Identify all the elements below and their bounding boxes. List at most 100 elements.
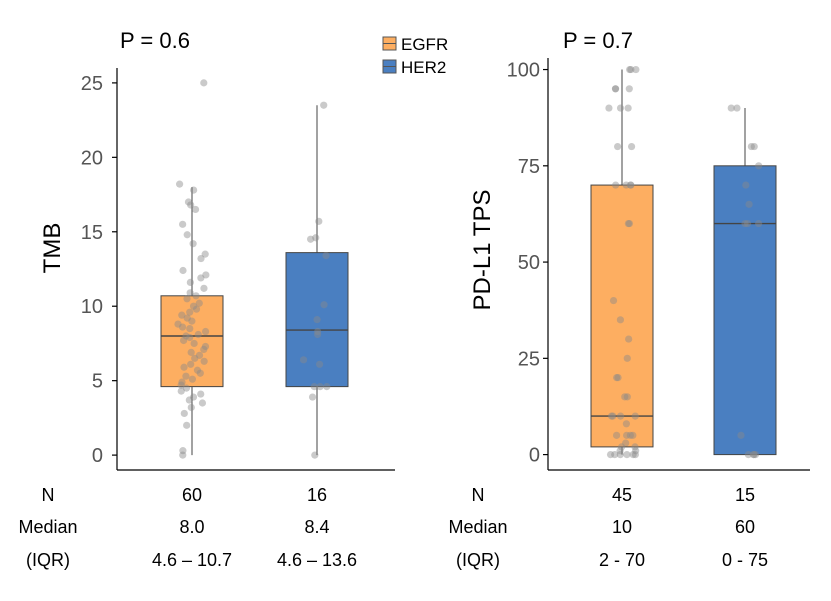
panel-marks-tmb: 0 5 10 15 20 25 60 8.0 4.6 – 10.7 16 8.4 4.6 – 13.6	[81, 68, 395, 570]
table-cell-n-tmb-her2: 16	[307, 485, 327, 505]
data-point-tmb-egfr	[186, 289, 194, 297]
y-axis-title-tmb: TMB	[39, 223, 66, 274]
y-tick-label-tmb: 10	[81, 296, 103, 318]
data-point-tmb-egfr	[179, 451, 187, 459]
table-cell-n-tmb-egfr: 60	[182, 485, 202, 505]
data-point-pdl1-egfr	[616, 104, 625, 112]
data-point-pdl1-egfr	[627, 65, 635, 74]
data-point-tmb-egfr	[186, 333, 194, 342]
data-point-pdl1-egfr	[622, 181, 630, 189]
data-point-pdl1-egfr	[623, 431, 631, 439]
table-cell-median-pdl1-egfr: 10	[612, 517, 632, 537]
data-point-tmb-egfr	[201, 250, 209, 258]
y-tick-label-pdl1: 100	[507, 60, 540, 82]
data-point-tmb-egfr	[185, 396, 193, 404]
data-point-tmb-egfr	[177, 387, 185, 395]
chart-marks: 0 5 10 15 20 25 60 8.0 4.6 – 10.7 16 8.4 4.6 – 13.6…	[81, 58, 810, 570]
legend-label-her2: HER2	[401, 58, 446, 77]
y-tick-label-pdl1: 0	[529, 445, 540, 467]
data-point-tmb-egfr	[179, 447, 187, 455]
data-point-tmb-her2	[308, 393, 317, 401]
data-point-tmb-egfr	[193, 366, 202, 374]
data-point-tmb-egfr	[200, 79, 208, 87]
table-row-label-median-right: Median	[448, 517, 507, 537]
data-point-pdl1-her2	[741, 219, 749, 228]
data-point-tmb-egfr	[187, 348, 195, 356]
data-point-tmb-her2	[316, 383, 324, 391]
data-point-pdl1-egfr	[617, 443, 626, 451]
data-point-pdl1-her2	[742, 181, 750, 189]
data-point-tmb-egfr	[174, 320, 182, 328]
box-pdl1-egfr	[590, 184, 654, 448]
data-point-pdl1-egfr	[616, 316, 625, 324]
data-point-pdl1-egfr	[612, 431, 621, 439]
box-pdl1-her2	[713, 165, 777, 456]
data-point-tmb-egfr	[183, 421, 191, 429]
data-point-pdl1-egfr	[625, 85, 633, 93]
data-point-tmb-egfr	[180, 409, 188, 418]
data-point-pdl1-egfr	[607, 412, 616, 420]
data-point-tmb-egfr	[197, 254, 205, 263]
data-point-pdl1-egfr	[621, 393, 629, 401]
data-point-tmb-egfr	[195, 351, 204, 359]
data-point-pdl1-egfr	[632, 447, 640, 455]
data-point-tmb-egfr	[180, 363, 188, 371]
data-point-pdl1-egfr	[609, 296, 618, 305]
data-point-tmb-egfr	[197, 390, 205, 398]
data-point-tmb-egfr	[202, 271, 210, 279]
pvalue-label-pdl1: P = 0.7	[563, 28, 633, 53]
data-point-tmb-egfr	[196, 369, 204, 377]
data-point-pdl1-egfr	[623, 393, 631, 401]
data-point-pdl1-egfr	[629, 431, 637, 439]
data-point-pdl1-egfr	[614, 373, 622, 382]
data-point-pdl1-egfr	[616, 447, 624, 455]
data-point-tmb-egfr	[187, 201, 195, 209]
data-point-pdl1-egfr	[616, 412, 625, 420]
data-point-pdl1-her2	[744, 450, 752, 459]
pvalue-label-tmb: P = 0.6	[120, 28, 190, 53]
y-tick-label-tmb: 0	[92, 445, 103, 467]
data-point-pdl1-her2	[750, 450, 758, 459]
y-tick-label-tmb: 15	[81, 222, 103, 244]
data-point-tmb-egfr	[195, 299, 203, 307]
table-cell-iqr-pdl1-her2: 0 - 75	[722, 550, 768, 570]
table-cell-median-pdl1-her2: 60	[735, 517, 755, 537]
data-point-pdl1-egfr	[624, 219, 632, 228]
data-point-tmb-her2	[320, 301, 328, 309]
y-tick-label-tmb: 5	[92, 371, 103, 393]
data-point-pdl1-egfr	[625, 219, 634, 228]
data-point-tmb-egfr	[183, 295, 191, 303]
y-tick-label-pdl1: 25	[518, 348, 540, 370]
data-point-pdl1-egfr	[612, 181, 620, 189]
data-point-pdl1-egfr	[631, 443, 639, 451]
data-point-pdl1-egfr	[631, 412, 639, 420]
data-point-pdl1-egfr	[629, 450, 637, 459]
data-point-pdl1-her2	[737, 431, 745, 439]
data-point-pdl1-egfr	[611, 85, 620, 93]
data-point-tmb-egfr	[179, 266, 187, 275]
data-point-pdl1-her2	[755, 219, 763, 228]
data-point-tmb-egfr	[187, 360, 195, 368]
data-point-tmb-egfr	[189, 393, 198, 401]
data-point-pdl1-egfr	[606, 450, 615, 459]
data-point-tmb-egfr	[194, 330, 202, 339]
data-point-pdl1-egfr	[625, 335, 633, 343]
data-point-tmb-her2	[314, 330, 322, 339]
data-point-tmb-egfr	[197, 274, 205, 282]
data-point-tmb-egfr	[191, 354, 199, 362]
data-point-tmb-egfr	[178, 323, 187, 331]
data-point-pdl1-egfr	[627, 142, 636, 151]
data-point-pdl1-egfr	[605, 104, 613, 112]
data-point-tmb-egfr	[201, 342, 210, 351]
data-point-tmb-egfr	[184, 198, 193, 206]
data-point-tmb-egfr	[183, 231, 191, 239]
data-point-pdl1-egfr	[622, 420, 630, 428]
data-point-pdl1-her2	[745, 200, 753, 208]
data-point-tmb-egfr	[177, 381, 185, 389]
panel-marks-pdl1: 0 25 50 75 100 45 10 2 - 70 15 60 0 - 75	[507, 58, 810, 570]
data-point-pdl1-egfr	[627, 181, 635, 189]
pdl1-panel: P = 0.7 PD-L1 TPS	[469, 28, 633, 310]
data-point-pdl1-egfr	[631, 450, 639, 459]
table-cell-iqr-pdl1-egfr: 2 - 70	[599, 550, 645, 570]
